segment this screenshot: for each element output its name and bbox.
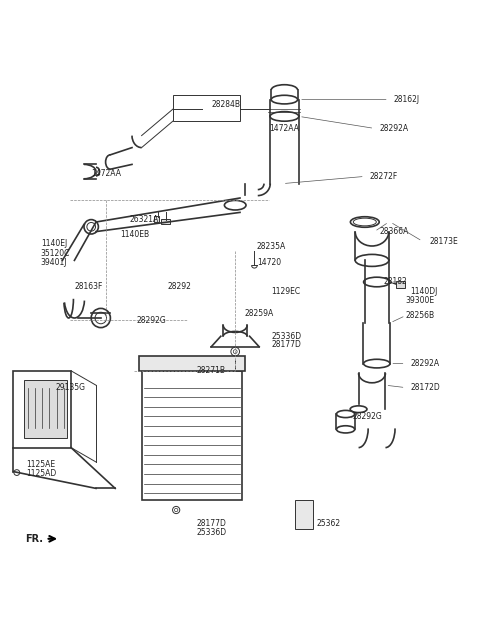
- Text: 28162J: 28162J: [394, 95, 420, 104]
- Text: 39300E: 39300E: [406, 296, 435, 305]
- Bar: [396, 280, 405, 288]
- Bar: [154, 216, 159, 222]
- Text: 25336D: 25336D: [271, 332, 301, 341]
- Bar: [142, 371, 242, 501]
- Bar: [24, 380, 67, 438]
- Text: 14720: 14720: [257, 258, 281, 267]
- Text: 28172D: 28172D: [410, 383, 440, 392]
- Text: 28173E: 28173E: [430, 237, 458, 245]
- Text: 28292A: 28292A: [410, 359, 440, 368]
- Text: 28292G: 28292G: [353, 412, 383, 421]
- Text: 39401J: 39401J: [41, 258, 67, 267]
- Text: 1140EJ: 1140EJ: [41, 239, 67, 248]
- Text: 1140EB: 1140EB: [120, 230, 149, 240]
- Text: 28177D: 28177D: [271, 340, 301, 349]
- Text: 1472AA: 1472AA: [269, 124, 299, 133]
- Text: 28163F: 28163F: [74, 282, 103, 291]
- Text: 28271B: 28271B: [197, 366, 226, 375]
- Bar: [173, 95, 240, 121]
- Bar: [13, 371, 71, 448]
- Text: 28284B: 28284B: [211, 100, 240, 109]
- Bar: [139, 356, 245, 371]
- Text: 1125AD: 1125AD: [26, 469, 57, 478]
- Bar: [295, 501, 313, 529]
- Text: 28177D: 28177D: [197, 519, 227, 528]
- Text: 28292A: 28292A: [379, 124, 408, 133]
- Text: 28256B: 28256B: [406, 311, 435, 320]
- Text: 26321A: 26321A: [130, 215, 159, 224]
- Text: 28292G: 28292G: [137, 316, 167, 325]
- Text: 1140DJ: 1140DJ: [410, 287, 438, 296]
- Text: 29135G: 29135G: [55, 383, 85, 392]
- Text: 28366A: 28366A: [379, 227, 408, 236]
- Text: 28182: 28182: [384, 277, 408, 286]
- Text: 35120C: 35120C: [41, 249, 70, 258]
- Text: 1472AA: 1472AA: [91, 170, 121, 179]
- Bar: [161, 219, 170, 225]
- Text: 28235A: 28235A: [257, 242, 286, 251]
- Text: 28292: 28292: [168, 282, 192, 291]
- Text: FR.: FR.: [25, 534, 43, 544]
- Text: 28272F: 28272F: [370, 172, 398, 181]
- Text: 1125AE: 1125AE: [26, 460, 56, 469]
- Text: 25362: 25362: [317, 519, 341, 528]
- Text: 25336D: 25336D: [197, 528, 227, 537]
- Text: 1129EC: 1129EC: [271, 287, 300, 296]
- Text: 28259A: 28259A: [245, 308, 274, 318]
